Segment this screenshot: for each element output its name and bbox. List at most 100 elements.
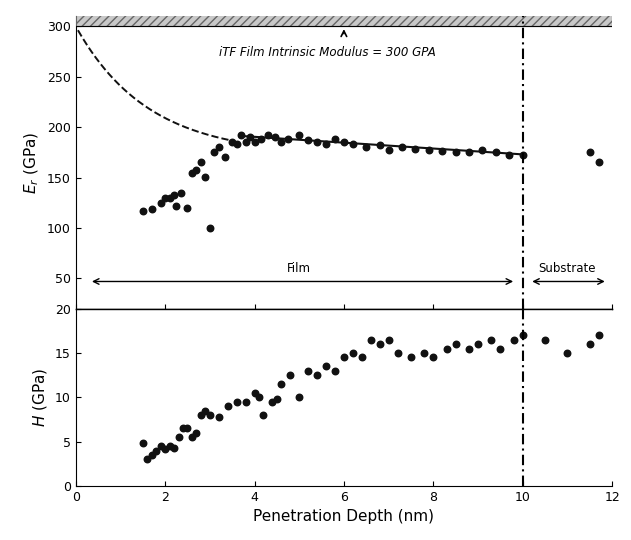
Point [146, 205, 156, 213]
Point [451, 148, 461, 157]
Point [294, 131, 304, 139]
Y-axis label: $E_r$ (GPa): $E_r$ (GPa) [23, 131, 42, 193]
Point [357, 353, 367, 362]
Point [419, 349, 429, 357]
Point [169, 443, 179, 452]
Point [464, 345, 474, 353]
Point [517, 331, 528, 340]
Point [214, 143, 224, 152]
Point [165, 442, 175, 450]
Point [200, 172, 210, 181]
Point [406, 353, 416, 362]
Point [156, 442, 166, 450]
Point [348, 140, 358, 149]
Point [272, 395, 282, 403]
Text: Film: Film [287, 262, 311, 275]
Point [182, 424, 192, 433]
Point [384, 146, 394, 154]
Point [196, 411, 206, 420]
Point [303, 136, 313, 145]
Point [276, 380, 286, 388]
Point [268, 397, 278, 406]
Point [182, 204, 192, 212]
Point [585, 148, 595, 157]
Point [187, 168, 197, 177]
Point [214, 413, 224, 421]
Point [191, 429, 201, 437]
Point [473, 340, 483, 348]
Y-axis label: $H$ (GPa): $H$ (GPa) [32, 368, 49, 427]
Point [209, 148, 220, 157]
Point [240, 138, 251, 146]
Point [375, 141, 385, 150]
Bar [76, 14, 612, 26]
Point [204, 224, 215, 232]
Point [220, 153, 230, 162]
Point [138, 439, 148, 448]
Point [303, 367, 313, 375]
Point [175, 188, 186, 197]
Point [330, 135, 340, 144]
Point [156, 199, 166, 207]
Point [428, 353, 439, 362]
X-axis label: Penetration Depth (nm): Penetration Depth (nm) [254, 509, 434, 524]
Point [594, 158, 604, 167]
Point [200, 406, 210, 415]
Point [256, 135, 266, 144]
Point [187, 433, 197, 442]
Point [397, 143, 407, 152]
Point [269, 133, 280, 141]
Point [366, 335, 376, 344]
Point [263, 131, 273, 139]
Point [142, 455, 152, 464]
Point [259, 411, 269, 420]
Point [491, 148, 501, 157]
Point [227, 138, 237, 146]
Point [464, 148, 474, 157]
Point [191, 165, 201, 174]
Point [384, 335, 394, 344]
Point [204, 411, 215, 420]
Point [174, 433, 184, 442]
Point [160, 193, 170, 202]
Point [321, 362, 331, 370]
Point [294, 393, 304, 402]
Point [232, 397, 242, 406]
Point [236, 131, 246, 139]
Point [283, 135, 293, 144]
Point [410, 145, 420, 154]
Point [276, 138, 286, 146]
Point [249, 138, 259, 146]
Point [361, 143, 371, 152]
Point [285, 371, 295, 380]
Point [451, 340, 461, 348]
Point [585, 340, 595, 348]
Point [165, 193, 175, 202]
Point [424, 146, 434, 154]
Point [339, 353, 349, 362]
Point [437, 147, 447, 156]
Point [442, 345, 452, 353]
Point [339, 138, 349, 146]
Point [562, 349, 572, 357]
Point [146, 451, 156, 460]
Point [169, 191, 179, 199]
Point [321, 140, 331, 149]
Point [196, 158, 206, 167]
Point [392, 349, 403, 357]
Point [178, 424, 188, 433]
Point [223, 402, 233, 410]
Point [138, 207, 148, 215]
Point [249, 389, 259, 397]
Point [151, 446, 162, 455]
Point [594, 331, 604, 340]
Point [495, 345, 505, 353]
Point [517, 151, 528, 160]
Point [478, 146, 488, 154]
Point [245, 133, 255, 141]
Point [232, 140, 242, 149]
Point [487, 335, 497, 344]
Point [504, 151, 514, 160]
Point [240, 397, 251, 406]
Point [540, 335, 550, 344]
